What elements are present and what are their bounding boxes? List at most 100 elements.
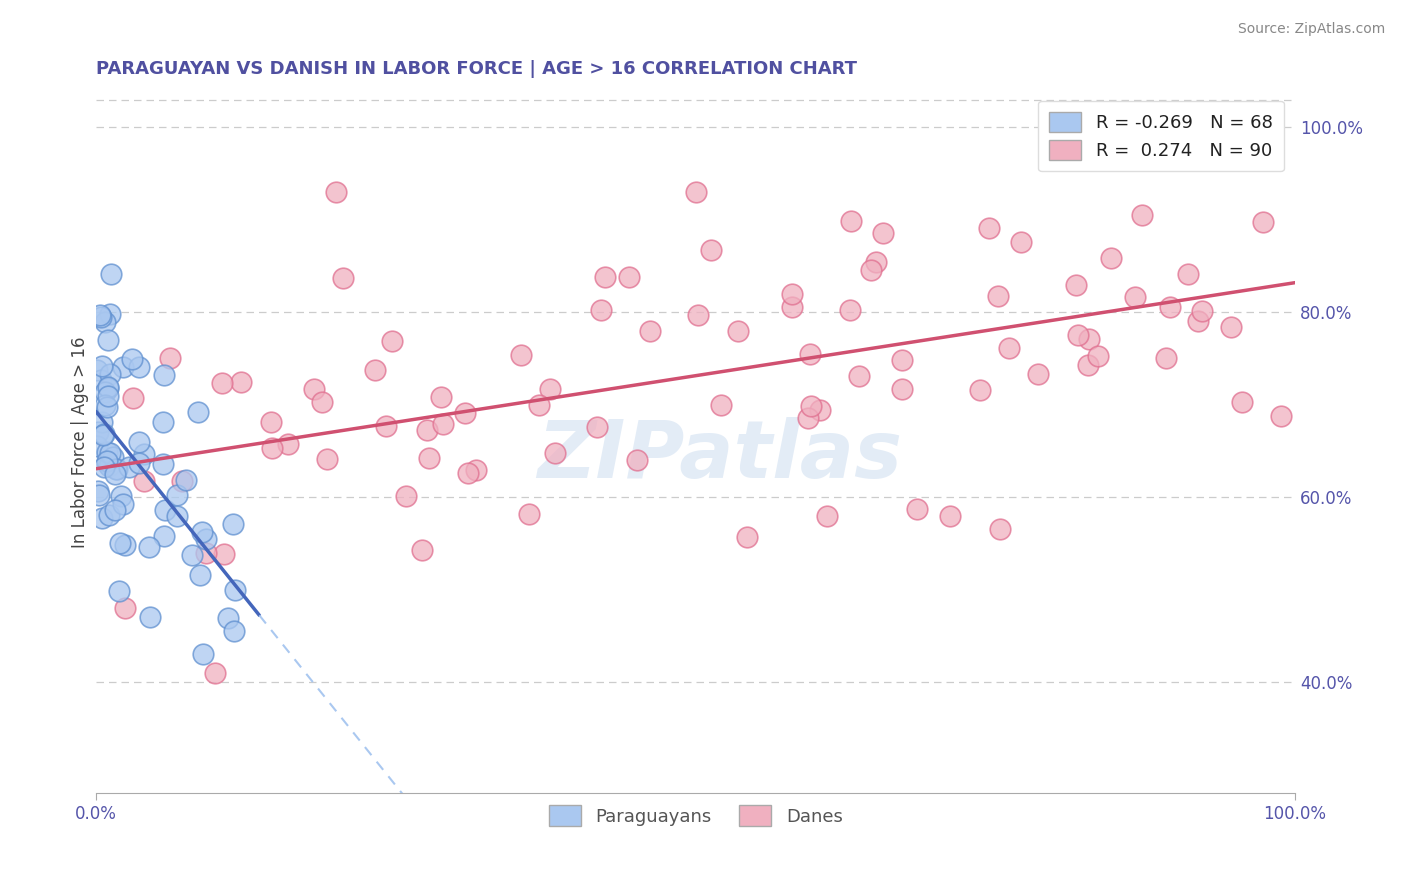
Point — [217, 610, 239, 624]
Point — [316, 452, 339, 467]
Point — [997, 341, 1019, 355]
Point — [121, 352, 143, 367]
Point — [1236, 138, 1258, 153]
Text: Source: ZipAtlas.com: Source: ZipAtlas.com — [1237, 22, 1385, 37]
Point — [153, 529, 176, 543]
Point — [364, 363, 387, 377]
Point — [190, 524, 212, 539]
Point — [1101, 252, 1123, 266]
Point — [891, 353, 914, 368]
Point — [114, 600, 136, 615]
Point — [97, 380, 120, 394]
Point — [457, 466, 479, 480]
Point — [128, 359, 150, 374]
Point — [128, 457, 150, 471]
Point — [411, 543, 433, 558]
Point — [91, 428, 114, 442]
Point — [104, 467, 127, 482]
Point — [94, 315, 117, 329]
Point — [1251, 214, 1274, 228]
Point — [138, 540, 160, 554]
Point — [454, 407, 477, 421]
Point — [859, 262, 882, 277]
Point — [105, 461, 128, 475]
Point — [134, 447, 156, 461]
Point — [112, 359, 135, 374]
Point — [527, 398, 550, 412]
Point — [640, 324, 662, 338]
Point — [939, 509, 962, 524]
Point — [544, 445, 567, 459]
Point — [211, 376, 233, 391]
Point — [93, 385, 115, 400]
Point — [93, 460, 115, 475]
Point — [1067, 328, 1090, 343]
Point — [111, 497, 134, 511]
Point — [1188, 120, 1211, 135]
Point — [96, 444, 118, 458]
Point — [195, 546, 218, 560]
Point — [194, 532, 217, 546]
Point — [101, 450, 124, 464]
Point — [735, 530, 758, 544]
Point — [685, 185, 707, 199]
Point — [700, 244, 723, 258]
Point — [97, 459, 120, 474]
Point — [86, 439, 108, 453]
Point — [166, 508, 188, 523]
Point — [89, 310, 111, 324]
Point — [96, 334, 118, 348]
Point — [780, 286, 803, 301]
Point — [808, 403, 831, 417]
Point — [418, 451, 440, 466]
Point — [262, 442, 284, 456]
Point — [839, 303, 862, 318]
Point — [1270, 409, 1292, 424]
Point — [839, 214, 862, 228]
Point — [375, 419, 398, 434]
Point — [191, 647, 214, 661]
Point — [153, 368, 176, 382]
Point — [100, 367, 122, 381]
Point — [311, 394, 333, 409]
Point — [1123, 290, 1146, 304]
Point — [905, 502, 928, 516]
Point — [98, 307, 121, 321]
Point — [204, 665, 226, 680]
Point — [988, 522, 1011, 536]
Point — [90, 511, 112, 525]
Point — [302, 382, 325, 396]
Point — [815, 509, 838, 524]
Point — [152, 457, 174, 471]
Point — [277, 437, 299, 451]
Point — [1087, 349, 1109, 363]
Point — [176, 474, 198, 488]
Point — [325, 185, 347, 199]
Point — [96, 456, 118, 470]
Point — [1130, 208, 1153, 222]
Point — [465, 463, 488, 477]
Point — [626, 452, 648, 467]
Point — [591, 303, 613, 318]
Point — [89, 308, 111, 322]
Point — [797, 411, 820, 425]
Point — [380, 334, 402, 348]
Point — [187, 405, 209, 419]
Point — [96, 400, 118, 414]
Point — [97, 508, 120, 523]
Point — [98, 446, 121, 460]
Point — [224, 624, 246, 638]
Point — [1191, 304, 1213, 318]
Text: ZIPatlas: ZIPatlas — [537, 417, 903, 495]
Point — [188, 568, 211, 582]
Point — [332, 270, 354, 285]
Point — [517, 507, 540, 521]
Legend: Paraguayans, Danes: Paraguayans, Danes — [541, 798, 849, 833]
Point — [97, 388, 120, 402]
Point — [1077, 358, 1099, 372]
Point — [224, 583, 246, 598]
Point — [799, 347, 821, 361]
Point — [180, 549, 202, 563]
Point — [153, 503, 176, 517]
Point — [139, 610, 162, 624]
